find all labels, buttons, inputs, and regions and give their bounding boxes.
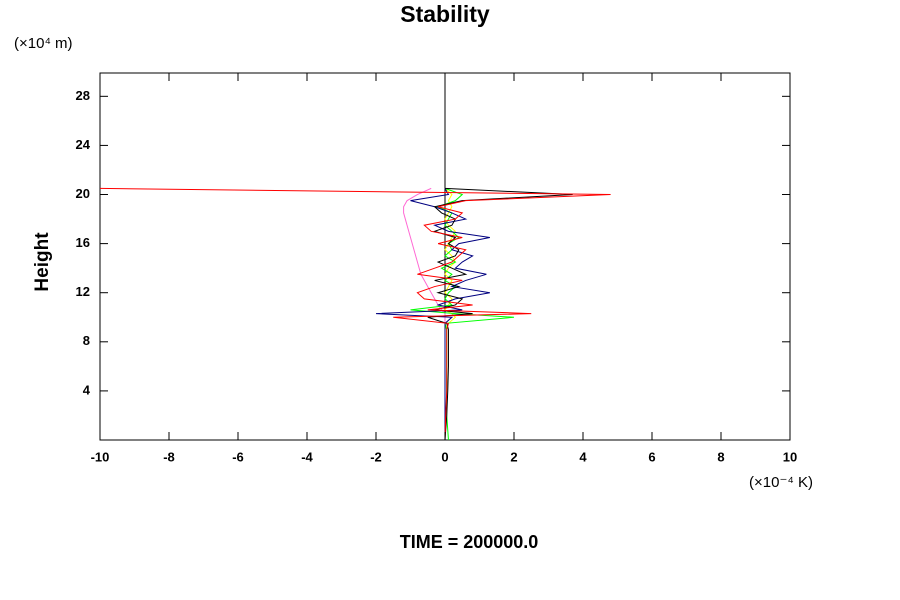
y-unit: (×10⁴ m): [14, 35, 73, 52]
x-tick-label: 0: [441, 449, 448, 464]
x-tick-label: 2: [510, 449, 517, 464]
x-tick-label: -10: [91, 449, 110, 464]
x-tick-label: -4: [301, 449, 313, 464]
y-tick-label: 12: [76, 284, 90, 299]
profile-line: [375, 188, 490, 440]
x-tick-label: -8: [163, 449, 175, 464]
x-tick-label: 10: [783, 449, 797, 464]
chart-title: Stability: [400, 1, 490, 27]
x-tick-label: -6: [232, 449, 244, 464]
profile-line: [403, 187, 446, 440]
plot-lines: [100, 187, 611, 440]
profile-line: [427, 187, 573, 440]
y-tick-label: 8: [83, 333, 90, 348]
x-tick-label: 4: [579, 449, 587, 464]
x-tick-label: 6: [648, 449, 655, 464]
y-axis-label: Height: [32, 232, 53, 292]
profile-line: [100, 187, 611, 440]
y-tick-label: 4: [83, 382, 91, 397]
footer: TIME = 200000.0: [400, 532, 539, 552]
x-tick-label: 8: [717, 449, 724, 464]
y-tick-label: 16: [76, 235, 90, 250]
y-tick-label: 28: [76, 88, 90, 103]
x-tick-label: -2: [370, 449, 382, 464]
y-tick-label: 24: [76, 137, 91, 152]
y-tick-label: 20: [76, 186, 90, 201]
x-unit: (×10⁻⁴ K): [749, 474, 813, 491]
